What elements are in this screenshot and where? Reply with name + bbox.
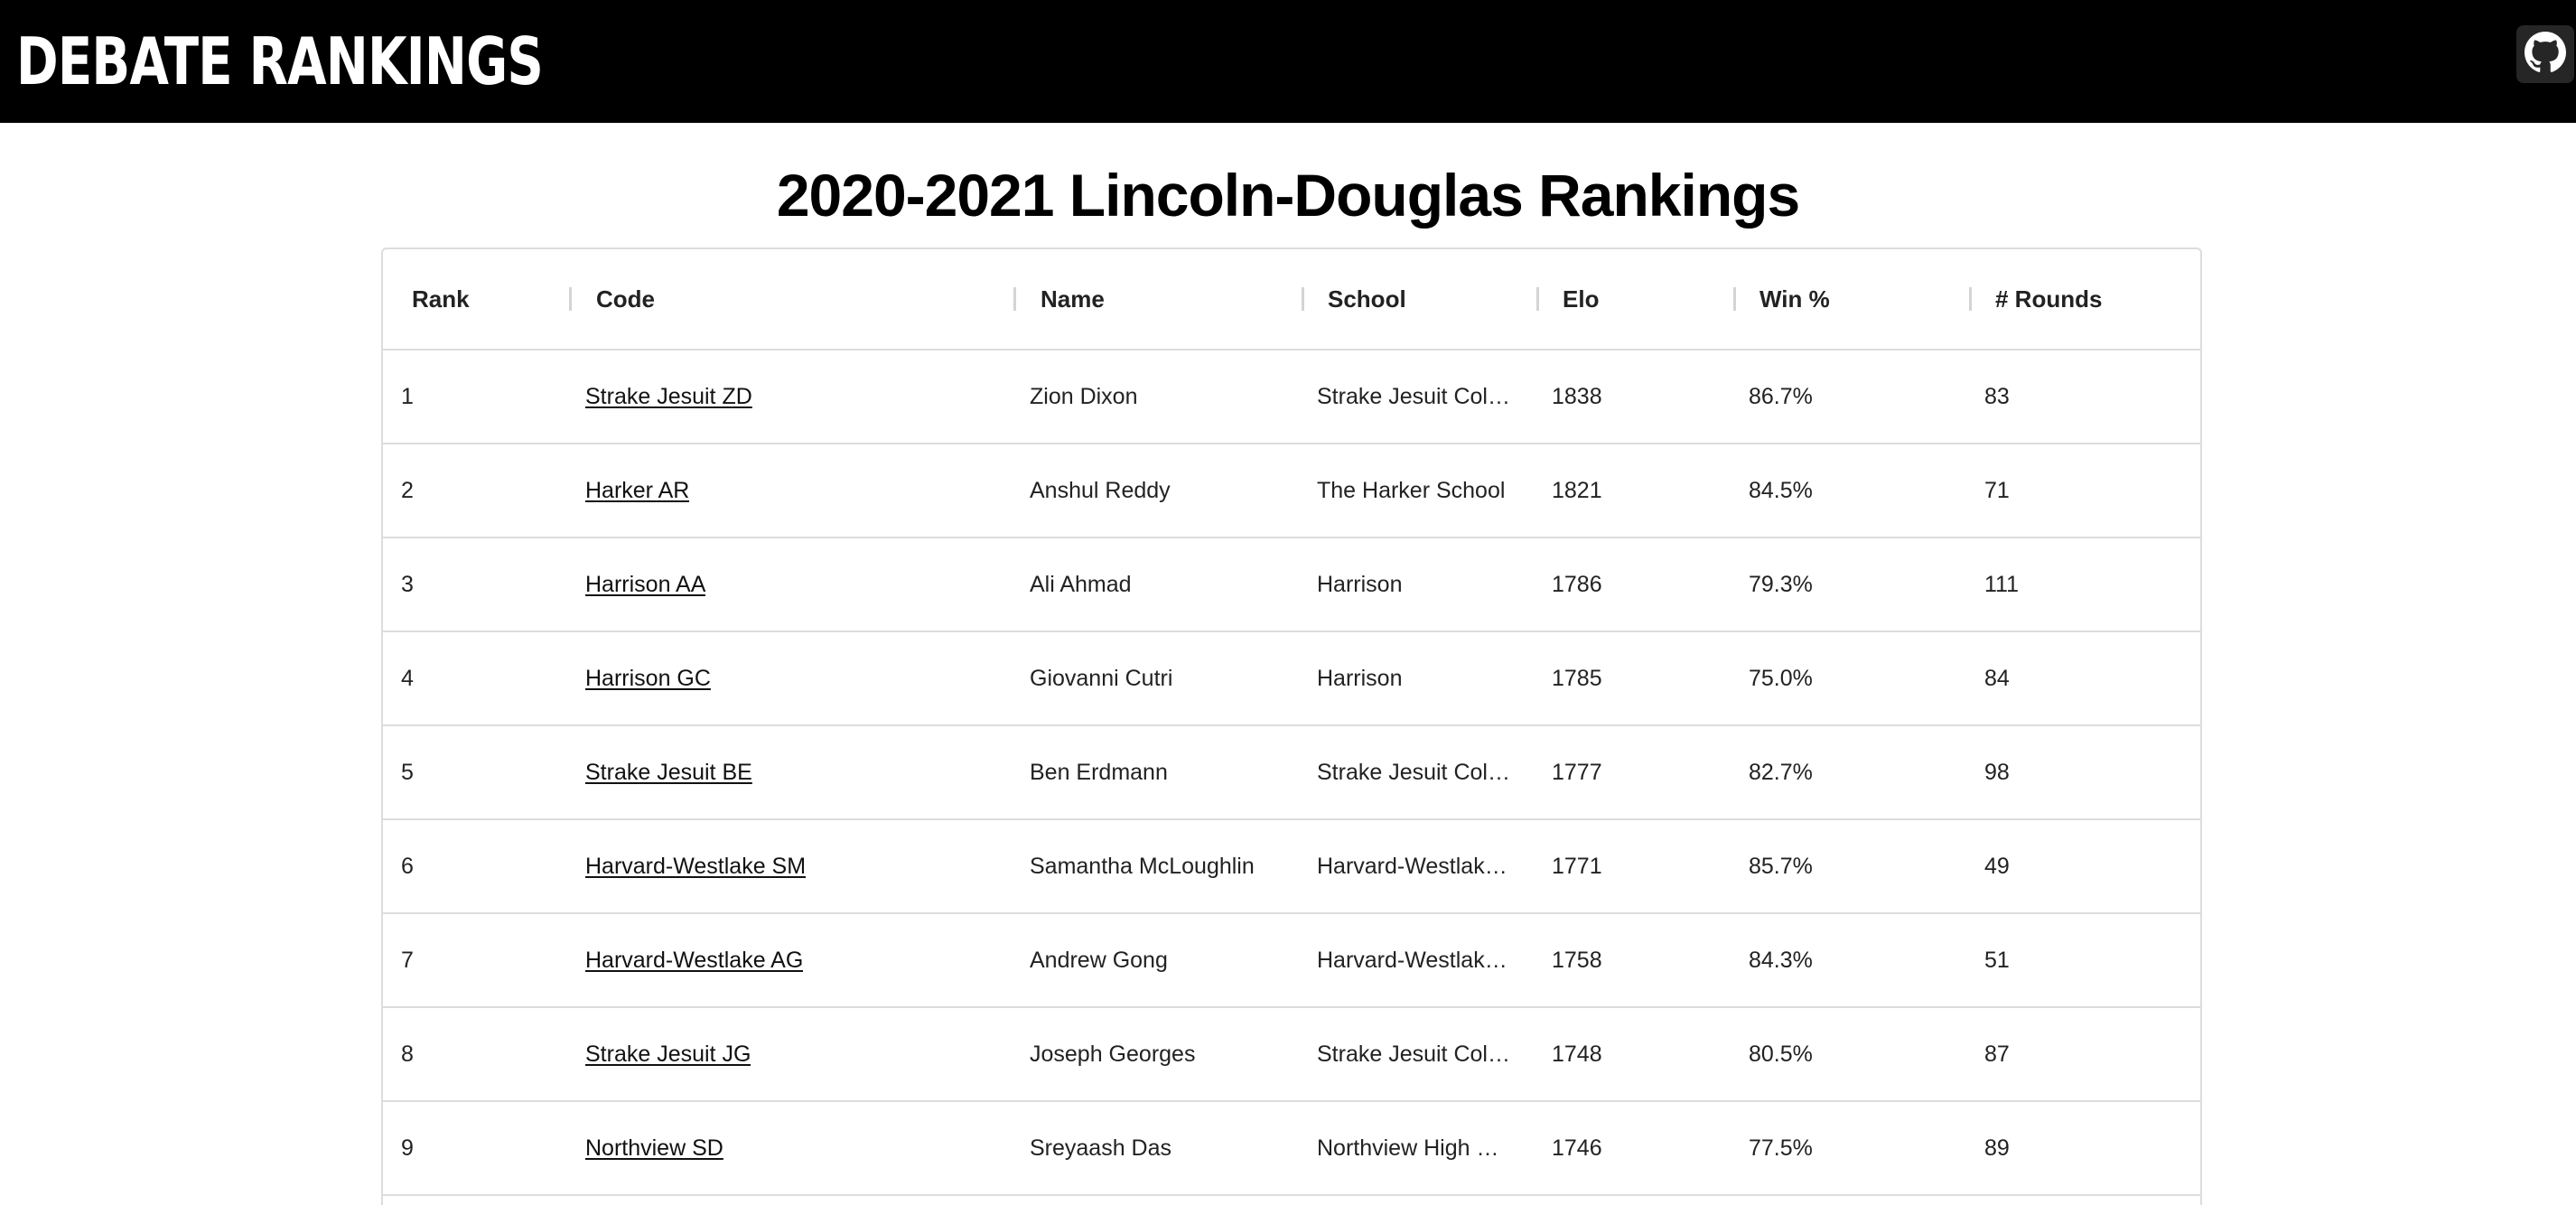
cell-name: Sreyaash Das (1030, 1135, 1172, 1161)
cell-rounds: 98 (1984, 760, 2010, 785)
cell-win-percent: 75.0% (1749, 666, 1813, 691)
column-resize-handle[interactable] (1013, 287, 1016, 311)
cell-elo: 1821 (1552, 478, 1602, 503)
cell-rank: 3 (401, 572, 414, 597)
column-resize-handle[interactable] (1302, 287, 1304, 311)
cell-name: Ali Ahmad (1030, 572, 1132, 597)
cell-rank: 2 (401, 478, 414, 503)
cell-rounds: 71 (1984, 478, 2010, 503)
column-header-name[interactable]: Name (1041, 285, 1105, 313)
cell-school: The Harker School (1317, 478, 1506, 503)
cell-school: Strake Jesuit College Preparatory (1317, 384, 1510, 409)
table-row: 4 Harrison GC Giovanni Cutri Harrison 17… (383, 632, 2200, 726)
cell-win-percent: 84.5% (1749, 478, 1813, 503)
cell-code-link[interactable]: Harvard-Westlake SM (585, 854, 807, 879)
cell-school: Harrison (1317, 666, 1403, 691)
column-header-school[interactable]: School (1328, 285, 1406, 313)
cell-rank: 6 (401, 854, 414, 879)
cell-code-link[interactable]: Northview SD (585, 1135, 723, 1161)
cell-code-link[interactable]: Harrison AA (585, 572, 706, 597)
cell-win-percent: 85.7% (1749, 854, 1813, 879)
github-link-button[interactable] (2516, 25, 2574, 83)
cell-school: Strake Jesuit College Preparatory (1317, 1042, 1510, 1067)
table-row: 3 Harrison AA Ali Ahmad Harrison 1786 79… (383, 538, 2200, 632)
column-resize-handle[interactable] (1733, 287, 1736, 311)
cell-win-percent: 86.7% (1749, 384, 1813, 409)
cell-school: Strake Jesuit College Preparatory (1317, 760, 1510, 785)
page-title: 2020-2021 Lincoln-Douglas Rankings (776, 162, 1800, 229)
cell-elo: 1746 (1552, 1135, 1602, 1161)
column-header-code[interactable]: Code (596, 285, 655, 313)
cell-rounds: 87 (1984, 1042, 2010, 1067)
column-resize-handle[interactable] (569, 287, 572, 311)
column-header-rank[interactable]: Rank (412, 285, 470, 313)
site-brand[interactable]: DEBATE RANKINGS (16, 23, 544, 99)
cell-rank: 1 (401, 384, 414, 409)
cell-elo: 1758 (1552, 948, 1602, 973)
cell-code-link[interactable]: Strake Jesuit BE (585, 760, 752, 785)
cell-code-link[interactable]: Harrison GC (585, 666, 711, 691)
cell-elo: 1785 (1552, 666, 1602, 691)
rankings-table: Rank Code Name School Elo Win % # Rounds… (381, 248, 2202, 1205)
table-row: 6 Harvard-Westlake SM Samantha McLoughli… (383, 820, 2200, 914)
cell-rounds: 83 (1984, 384, 2010, 409)
table-row: 9 Northview SD Sreyaash Das Northview Hi… (383, 1102, 2200, 1196)
cell-school: Northview High School (1317, 1135, 1510, 1161)
cell-win-percent: 82.7% (1749, 760, 1813, 785)
column-header-win-percent[interactable]: Win % (1759, 285, 1830, 313)
cell-elo: 1771 (1552, 854, 1602, 879)
table-row: 2 Harker AR Anshul Reddy The Harker Scho… (383, 444, 2200, 538)
cell-elo: 1838 (1552, 384, 1602, 409)
column-header-rounds[interactable]: # Rounds (1995, 285, 2103, 313)
cell-win-percent: 84.3% (1749, 948, 1813, 973)
cell-code-link[interactable]: Strake Jesuit JG (585, 1042, 751, 1067)
cell-name: Anshul Reddy (1030, 478, 1171, 503)
cell-rank: 8 (401, 1042, 414, 1067)
cell-code-link[interactable]: Harker AR (585, 478, 690, 503)
column-resize-handle[interactable] (1536, 287, 1539, 311)
cell-name: Joseph Georges (1030, 1042, 1196, 1067)
table-row: 5 Strake Jesuit BE Ben Erdmann Strake Je… (383, 726, 2200, 820)
cell-school: Harrison (1317, 572, 1403, 597)
cell-elo: 1748 (1552, 1042, 1602, 1067)
cell-code-link[interactable]: Strake Jesuit ZD (585, 384, 752, 409)
cell-win-percent: 80.5% (1749, 1042, 1813, 1067)
cell-rank: 4 (401, 666, 414, 691)
cell-elo: 1786 (1552, 572, 1602, 597)
top-navbar: DEBATE RANKINGS (0, 0, 2576, 123)
cell-code-link[interactable]: Harvard-Westlake AG (585, 948, 804, 973)
cell-elo: 1777 (1552, 760, 1602, 785)
cell-win-percent: 79.3% (1749, 572, 1813, 597)
cell-name: Zion Dixon (1030, 384, 1138, 409)
cell-rounds: 89 (1984, 1135, 2010, 1161)
cell-rank: 5 (401, 760, 414, 785)
table-row: 1 Strake Jesuit ZD Zion Dixon Strake Jes… (383, 350, 2200, 444)
github-icon (2525, 31, 2566, 78)
column-resize-handle[interactable] (1969, 287, 1972, 311)
cell-win-percent: 77.5% (1749, 1135, 1813, 1161)
table-header: Rank Code Name School Elo Win % # Rounds (383, 249, 2200, 350)
column-header-elo[interactable]: Elo (1563, 285, 1600, 313)
cell-rounds: 111 (1984, 572, 2020, 597)
cell-school: Harvard-Westlake School (1317, 948, 1510, 973)
table-row: 8 Strake Jesuit JG Joseph Georges Strake… (383, 1008, 2200, 1102)
cell-rounds: 51 (1984, 948, 2010, 973)
cell-rank: 9 (401, 1135, 414, 1161)
table-row: 7 Harvard-Westlake AG Andrew Gong Harvar… (383, 914, 2200, 1008)
cell-rounds: 49 (1984, 854, 2010, 879)
cell-rounds: 84 (1984, 666, 2010, 691)
cell-rank: 7 (401, 948, 414, 973)
cell-name: Samantha McLoughlin (1030, 854, 1255, 879)
cell-school: Harvard-Westlake School (1317, 854, 1510, 879)
cell-name: Andrew Gong (1030, 948, 1168, 973)
cell-name: Giovanni Cutri (1030, 666, 1173, 691)
cell-name: Ben Erdmann (1030, 760, 1168, 785)
